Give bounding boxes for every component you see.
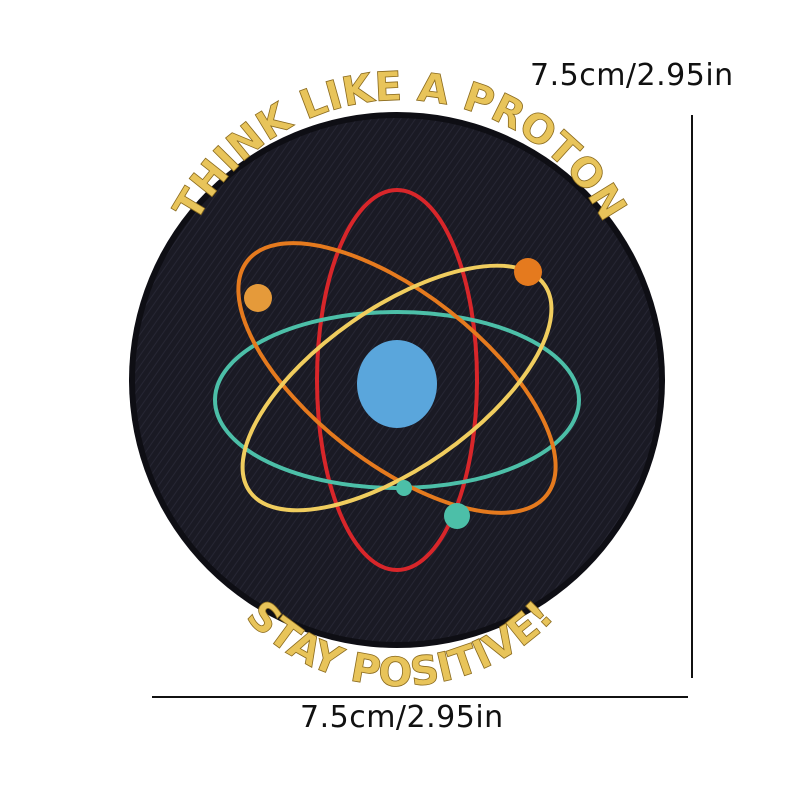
electron-left bbox=[244, 284, 272, 312]
height-dimension-label: 7.5cm/2.95in bbox=[530, 58, 734, 93]
width-dimension-label: 7.5cm/2.95in bbox=[300, 700, 504, 735]
electron-top-right bbox=[514, 258, 542, 286]
electron-bottom bbox=[444, 503, 470, 529]
electron-mid bbox=[396, 480, 412, 496]
nucleus bbox=[357, 340, 437, 428]
orbit-orange bbox=[236, 241, 558, 515]
orbit-red bbox=[315, 188, 479, 572]
atom-icon bbox=[213, 188, 581, 572]
orbit-yellow bbox=[240, 263, 554, 513]
